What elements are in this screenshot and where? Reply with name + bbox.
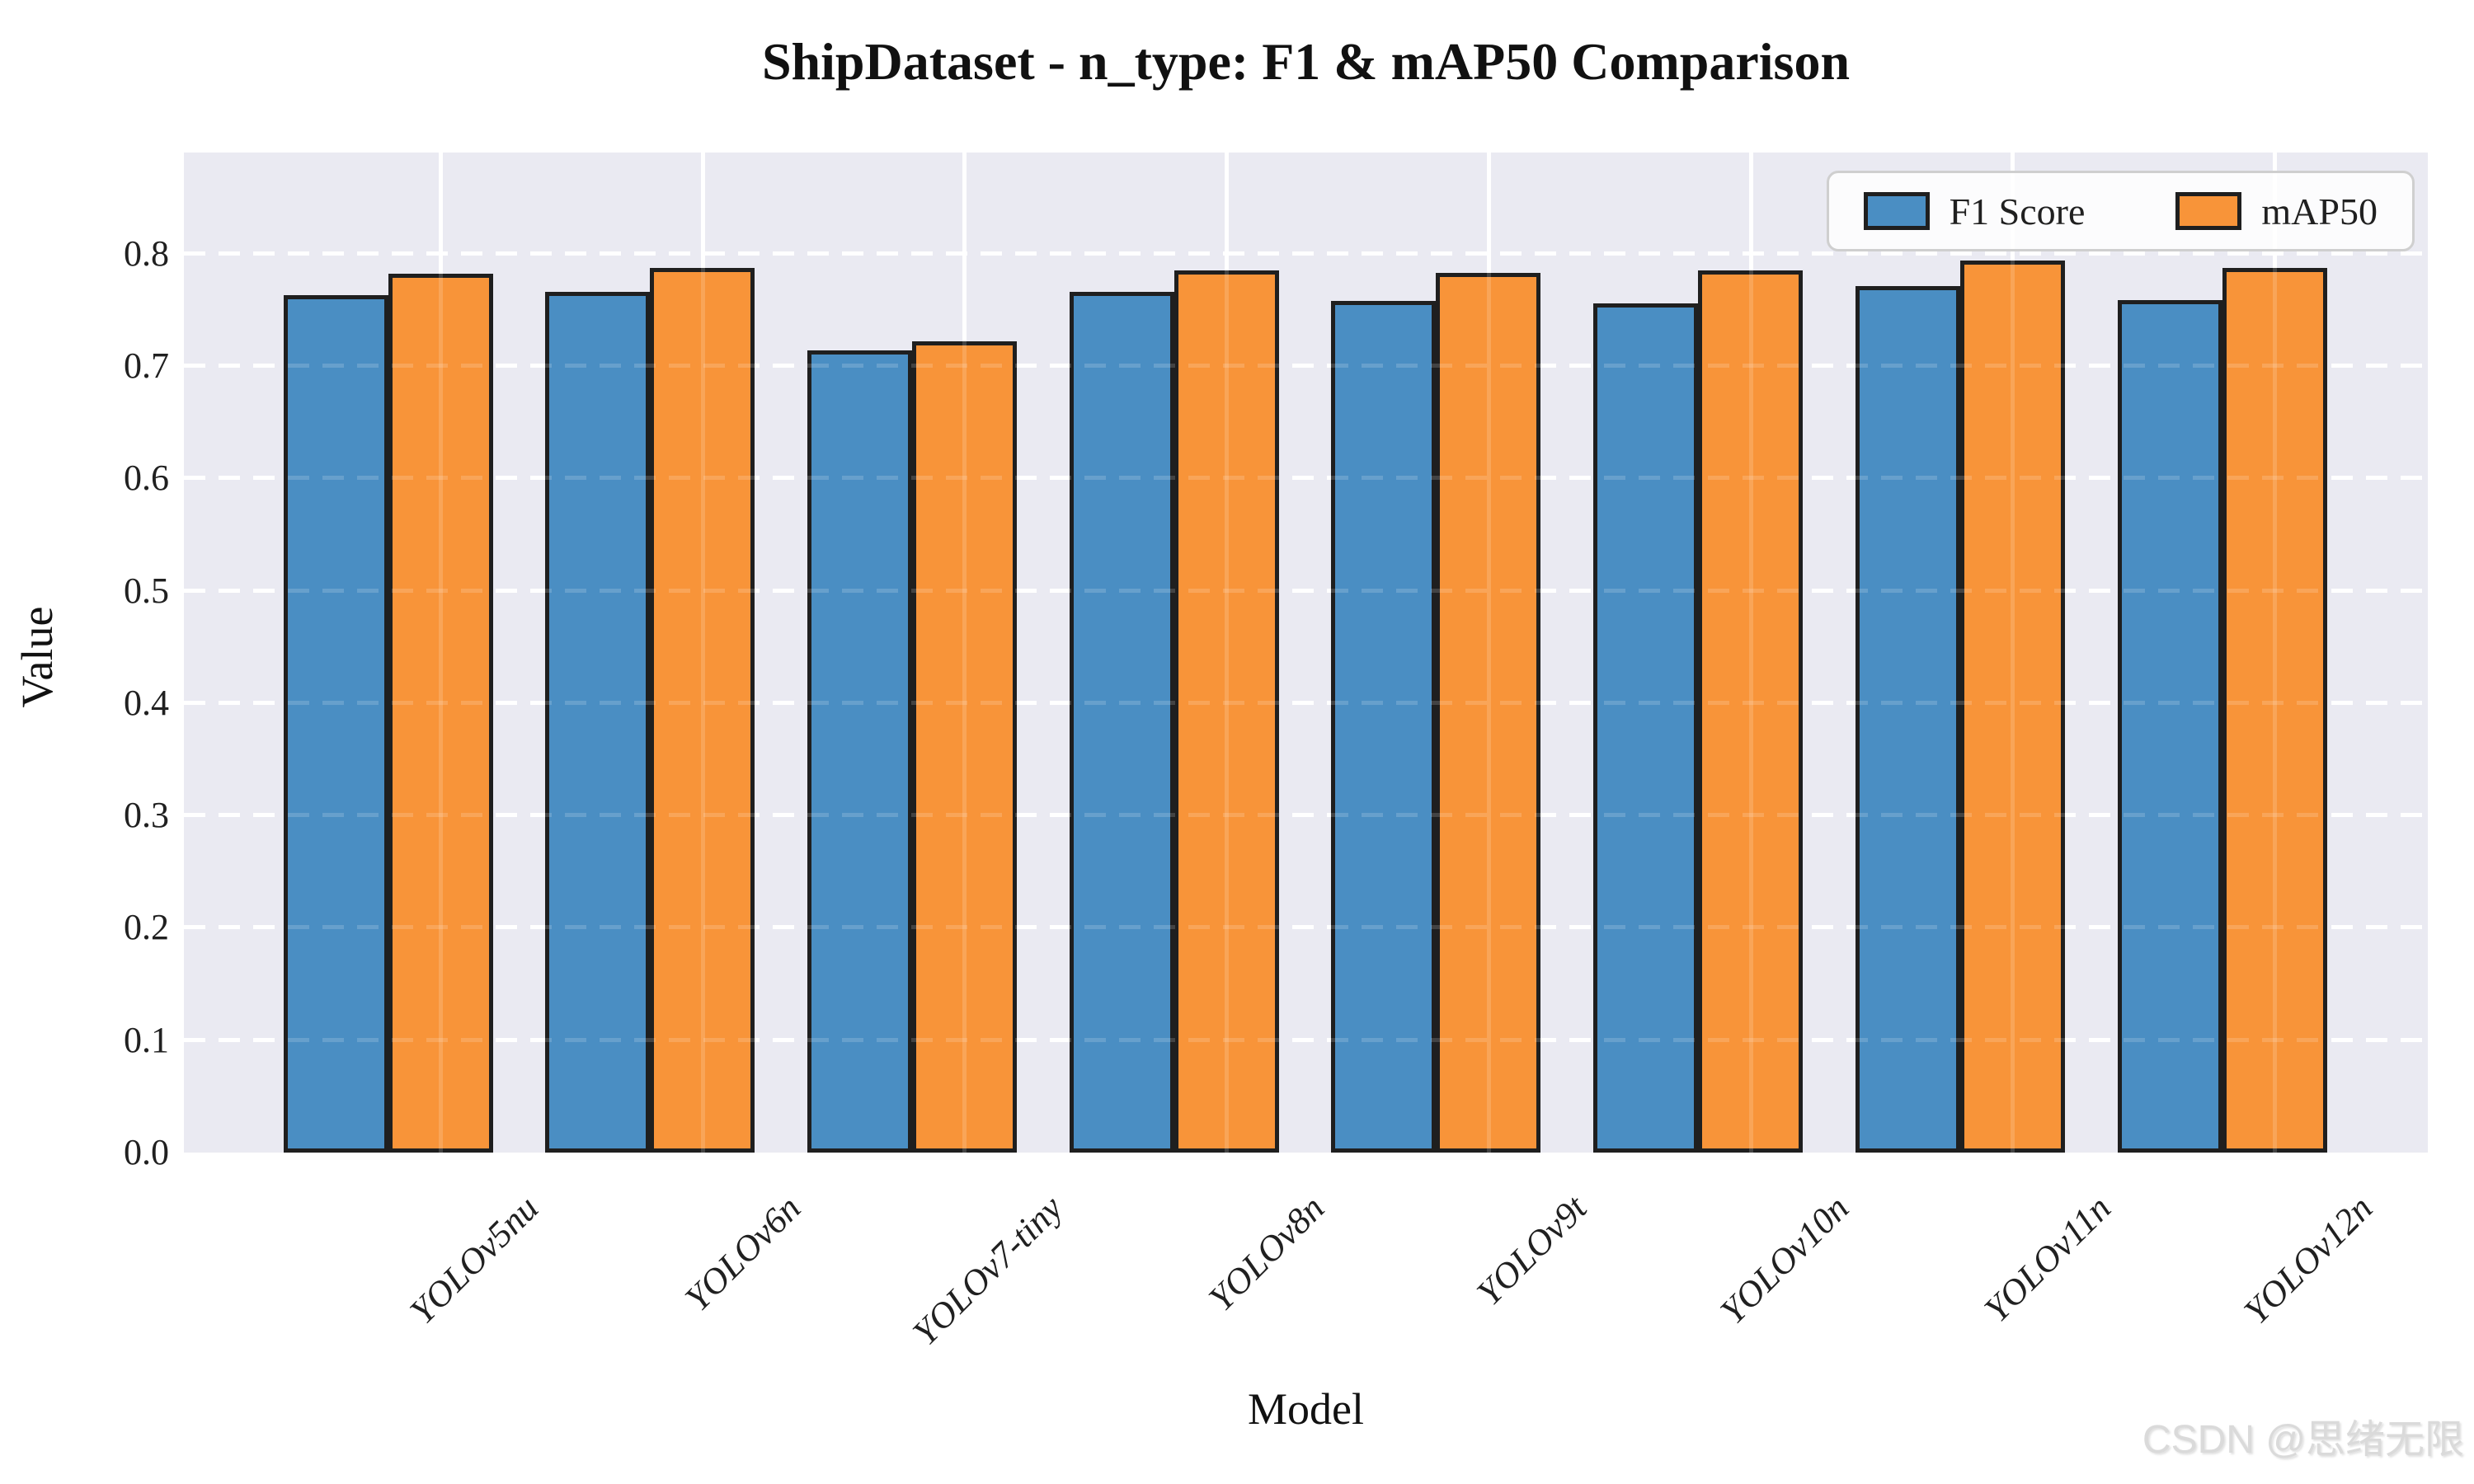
v-gridline-overlay — [1748, 153, 1753, 1153]
y-tick-label: 0.6 — [124, 458, 169, 499]
v-gridline-overlay — [2011, 153, 2015, 1153]
x-tick-label: YOLOv8n — [1201, 1187, 1333, 1319]
bar-map50 — [1959, 260, 2065, 1153]
y-tick-label: 0.7 — [124, 345, 169, 386]
bar-map50 — [2222, 268, 2327, 1153]
y-axis-label: Value — [12, 606, 62, 708]
bar-map50 — [388, 274, 493, 1153]
v-gridline-overlay — [962, 153, 967, 1153]
y-tick-label: 0.3 — [124, 795, 169, 836]
h-gridline-overlay — [184, 251, 2428, 256]
legend: F1 Score mAP50 — [1826, 171, 2415, 251]
x-tick-label: YOLOv10n — [1712, 1187, 1856, 1332]
legend-label-f1: F1 Score — [1949, 190, 2086, 232]
bar-f1 — [283, 295, 388, 1153]
y-tick-label: 0.4 — [124, 682, 169, 723]
h-gridline-overlay — [184, 1037, 2428, 1042]
bar-f1 — [2117, 299, 2222, 1153]
v-gridline-overlay — [700, 153, 705, 1153]
bar-f1 — [1069, 292, 1174, 1153]
y-tick-label: 0.1 — [124, 1019, 169, 1060]
y-tick-label: 0.8 — [124, 232, 169, 274]
x-tick-label: YOLOv11n — [1976, 1187, 2119, 1330]
h-gridline — [184, 925, 2428, 930]
bar-map50 — [650, 268, 755, 1153]
bar-f1 — [807, 350, 912, 1153]
legend-item-map50: mAP50 — [2175, 190, 2378, 233]
h-gridline — [184, 588, 2428, 593]
bar-f1 — [545, 292, 651, 1153]
watermark: CSDN @思绪无限 — [2142, 1418, 2464, 1462]
x-tick-label: YOLOv7-tiny — [905, 1187, 1070, 1354]
h-gridline-overlay — [184, 925, 2428, 930]
f1-swatch-icon — [1863, 192, 1930, 230]
chart-title: ShipDataset - n_type: F1 & mAP50 Compari… — [761, 32, 1851, 91]
h-gridline — [184, 363, 2428, 368]
plot-area — [184, 153, 2428, 1153]
h-gridline-overlay — [184, 700, 2428, 705]
legend-item-f1: F1 Score — [1863, 190, 2086, 233]
x-tick-label: YOLOv12n — [2236, 1187, 2381, 1332]
y-tick-label: 0.2 — [124, 907, 169, 948]
x-tick-label: YOLOv9t — [1468, 1187, 1595, 1313]
h-gridline — [184, 476, 2428, 481]
bar-map50 — [1436, 272, 1541, 1153]
y-tick-label: 0.5 — [124, 570, 169, 611]
v-gridline-overlay — [1225, 153, 1230, 1153]
x-tick-label: YOLOv6n — [676, 1187, 808, 1319]
legend-label-map50: mAP50 — [2261, 190, 2378, 232]
h-gridline — [184, 700, 2428, 705]
bar-map50 — [1698, 270, 1804, 1153]
v-gridline-overlay — [1486, 153, 1491, 1153]
map50-swatch-icon — [2175, 192, 2242, 230]
bar-map50 — [911, 340, 1017, 1153]
h-gridline — [184, 251, 2428, 256]
h-gridline-overlay — [184, 476, 2428, 481]
h-gridline-overlay — [184, 588, 2428, 593]
x-axis-label: Model — [1248, 1384, 1364, 1434]
bar-f1 — [1855, 286, 1960, 1153]
h-gridline — [184, 1037, 2428, 1042]
bar-f1 — [1593, 303, 1699, 1153]
h-gridline-overlay — [184, 813, 2428, 818]
h-gridline — [184, 813, 2428, 818]
bar-f1 — [1331, 300, 1437, 1153]
y-tick-label: 0.0 — [124, 1132, 169, 1172]
v-gridline-overlay — [2273, 153, 2277, 1153]
h-gridline-overlay — [184, 363, 2428, 368]
x-tick-label: YOLOv5nu — [402, 1187, 547, 1332]
bar-map50 — [1174, 270, 1279, 1153]
v-gridline-overlay — [439, 153, 443, 1153]
